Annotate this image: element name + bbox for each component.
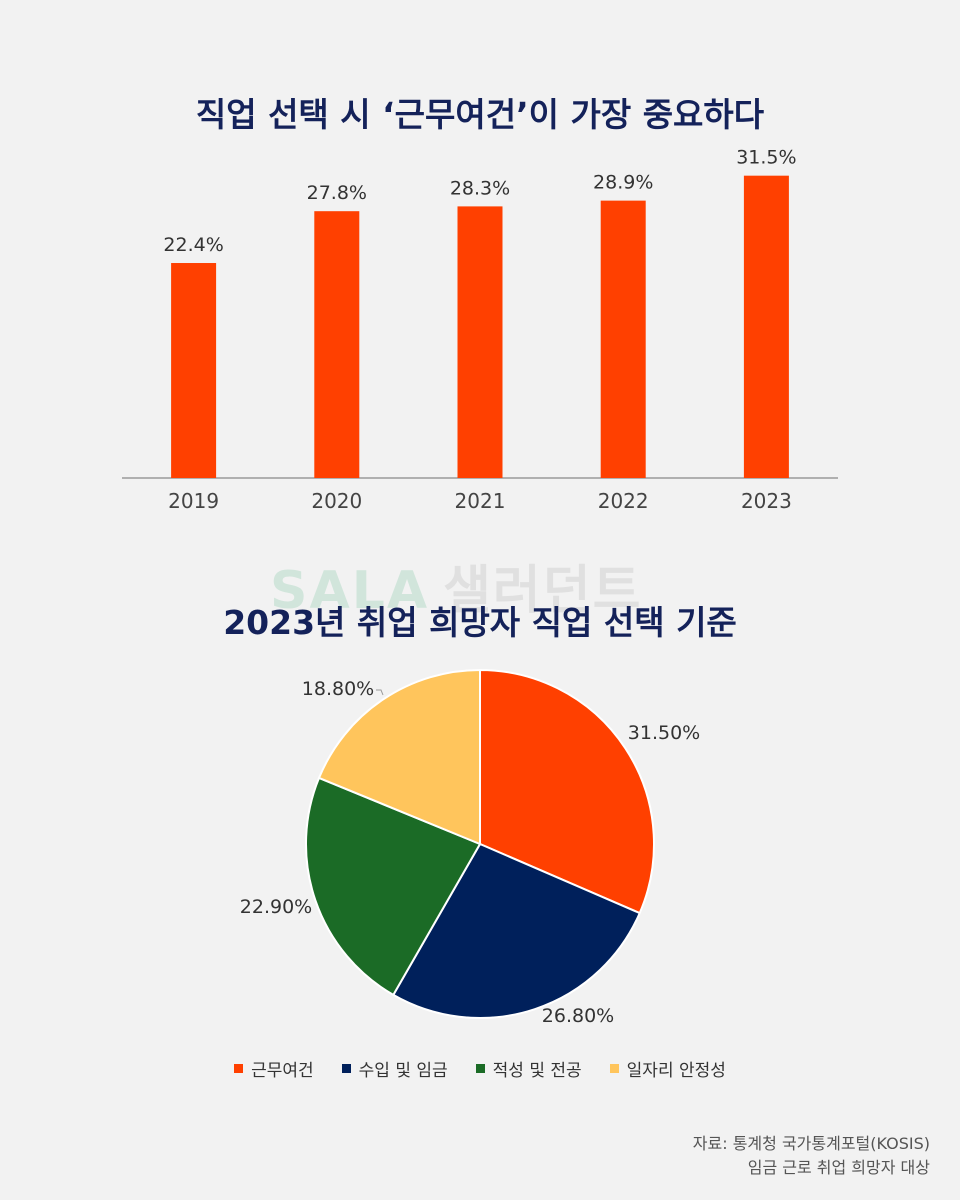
legend-label: 근무여건	[251, 1061, 314, 1081]
source-line-2: 임금 근로 취업 희망자 대상	[747, 1158, 930, 1177]
bar-value-label: 28.3%	[450, 177, 510, 199]
source-line-1: 자료: 통계청 국가통계포털(KOSIS)	[692, 1134, 930, 1153]
bar-value-label: 27.8%	[307, 182, 367, 204]
bar-value-label: 28.9%	[593, 172, 653, 194]
pie-slice	[479, 668, 655, 915]
watermark-korean: 샐러던트	[443, 561, 643, 621]
bar	[314, 211, 360, 479]
legend-swatch	[475, 1064, 485, 1073]
pie-slice	[305, 776, 482, 997]
x-tick-label: 2022	[598, 489, 649, 513]
bar-chart-title: 직업 선택 시 ‘근무여건’이 가장 중요하다	[195, 95, 765, 134]
pie-value-label: 26.80%	[542, 1005, 614, 1027]
x-tick-label: 2020	[311, 489, 362, 513]
x-tick-label: 2019	[168, 489, 219, 513]
bar	[457, 206, 503, 479]
legend-swatch	[341, 1064, 351, 1073]
legend-swatch	[609, 1064, 619, 1073]
watermark: SALA 샐러던트	[270, 548, 642, 623]
legend-label: 일자리 안정성	[626, 1061, 726, 1081]
legend-item-income: 수입 및 임금	[341, 1056, 448, 1081]
x-tick-label: 2021	[455, 489, 506, 513]
x-tick-label: 2023	[741, 489, 792, 513]
leader-line	[376, 689, 384, 696]
pie-value-label: 31.50%	[628, 722, 700, 744]
bar-value-label: 22.4%	[163, 234, 223, 256]
pie-value-label: 22.90%	[240, 896, 312, 918]
bar	[600, 200, 646, 478]
bar	[743, 175, 789, 478]
legend-swatch	[234, 1064, 244, 1073]
pie-slice	[317, 668, 481, 846]
watermark-latin: SALA	[270, 561, 430, 621]
pie-legend: 근무여건 수입 및 임금 적성 및 전공 일자리 안정성	[0, 1056, 960, 1081]
pie-chart-title: 2023년 취업 희망자 직업 선택 기준	[223, 603, 737, 642]
legend-item-working-conditions: 근무여건	[234, 1056, 314, 1081]
bar	[171, 263, 217, 478]
pie-value-label: 18.80%	[302, 678, 374, 700]
legend-item-stability: 일자리 안정성	[609, 1056, 726, 1081]
bar-value-label: 31.5%	[736, 147, 796, 169]
source-note: 자료: 통계청 국가통계포털(KOSIS) 임금 근로 취업 희망자 대상	[693, 1132, 930, 1180]
pie-slice	[391, 842, 642, 1019]
legend-label: 수입 및 임금	[358, 1061, 448, 1081]
legend-item-aptitude: 적성 및 전공	[475, 1056, 582, 1081]
legend-label: 적성 및 전공	[492, 1061, 582, 1081]
